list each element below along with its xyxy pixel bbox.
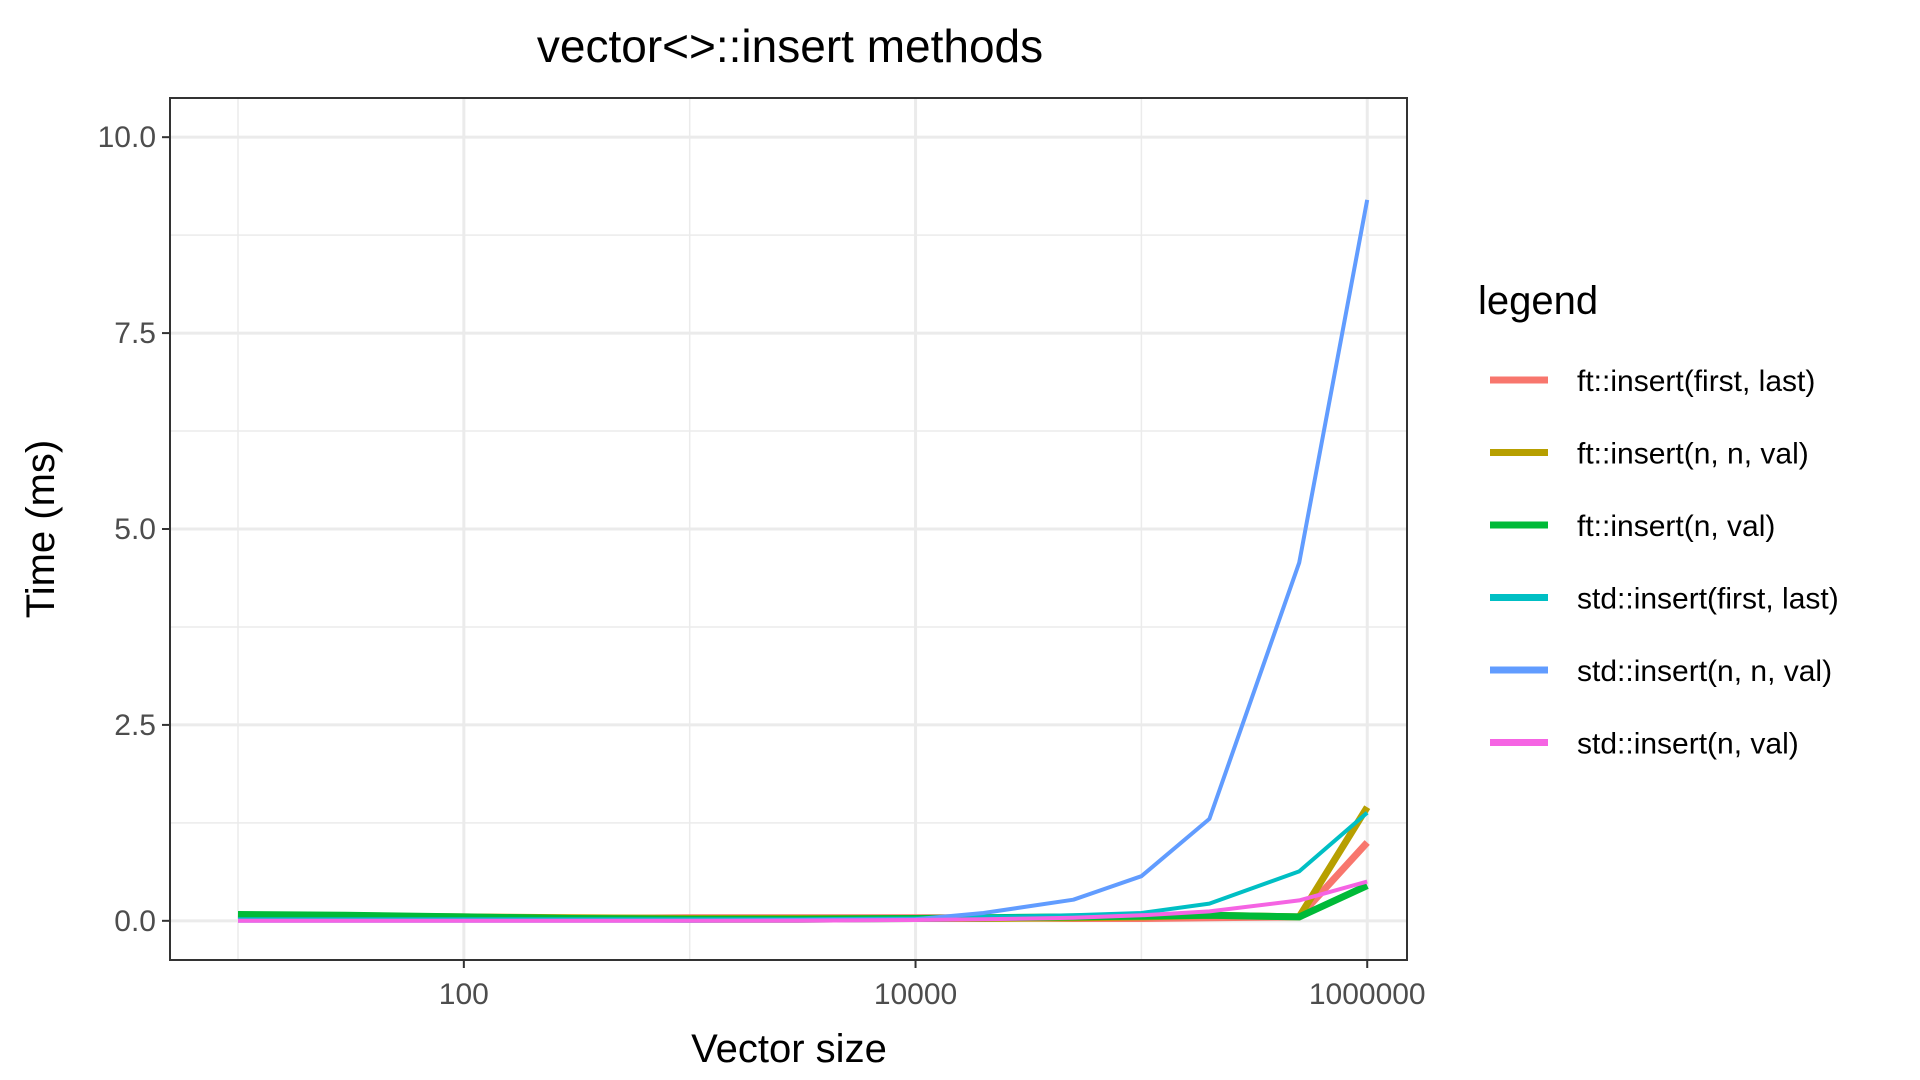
x-tick-label: 10000: [874, 978, 957, 1011]
y-axis: 0.0 2.5 5.0 7.5 10.0: [98, 121, 170, 938]
series-line-5: [238, 879, 1368, 923]
y-tick-label: 10.0: [98, 121, 156, 154]
legend-label: ft::insert(n, n, val): [1577, 438, 1809, 471]
legend: legend ft::insert(first, last)ft::insert…: [1478, 279, 1839, 761]
legend-label: std::insert(n, val): [1577, 728, 1799, 761]
y-tick-label: 0.0: [114, 905, 156, 938]
legend-title: legend: [1478, 279, 1598, 323]
x-tick-label: 100: [439, 978, 489, 1011]
legend-label: std::insert(first, last): [1577, 583, 1839, 616]
legend-label: std::insert(n, n, val): [1577, 655, 1832, 688]
y-tick-label: 2.5: [114, 709, 156, 742]
chart-title: vector<>::insert methods: [537, 20, 1043, 72]
plot-panel: [169, 97, 1408, 961]
series-lines: [237, 199, 1371, 923]
x-axis: 100 10000 1000000: [439, 960, 1426, 1011]
legend-label: ft::insert(n, val): [1577, 510, 1775, 543]
y-axis-title: Time (ms): [19, 440, 63, 618]
x-tick-label: 1000000: [1309, 978, 1426, 1011]
x-axis-title: Vector size: [691, 1027, 887, 1071]
legend-label: ft::insert(first, last): [1577, 365, 1815, 398]
y-tick-label: 5.0: [114, 513, 156, 546]
y-tick-label: 7.5: [114, 317, 156, 350]
